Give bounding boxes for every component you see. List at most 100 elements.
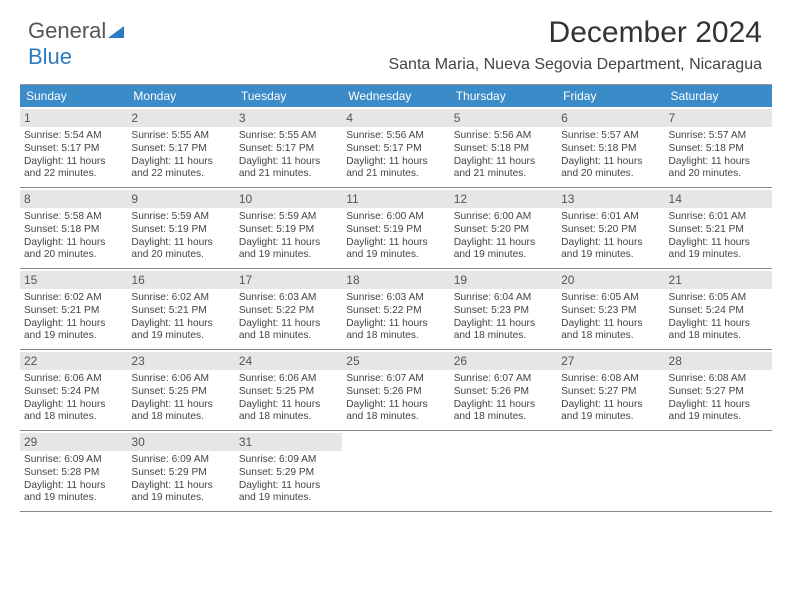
day-info-line: Sunset: 5:18 PM: [561, 143, 660, 156]
day-info-line: Sunrise: 6:03 AM: [346, 292, 445, 305]
calendar-week-row: 22Sunrise: 6:06 AMSunset: 5:24 PMDayligh…: [20, 350, 772, 431]
day-info-line: Sunset: 5:17 PM: [131, 143, 230, 156]
day-info-line: and 18 minutes.: [561, 330, 660, 343]
day-info-line: Sunset: 5:21 PM: [24, 305, 123, 318]
date-number: 29: [20, 433, 127, 451]
day-info-line: Sunrise: 5:56 AM: [454, 130, 553, 143]
calendar-day-cell: 30 Sunrise: 6:09 AMSunset: 5:29 PMDayligh…: [127, 431, 234, 511]
day-info-line: and 18 minutes.: [669, 330, 768, 343]
date-number: 1: [20, 109, 127, 127]
day-info-line: Sunrise: 6:09 AM: [131, 454, 230, 467]
date-number: 6: [557, 109, 664, 127]
day-info-line: Sunrise: 6:07 AM: [346, 373, 445, 386]
date-number: 23: [127, 352, 234, 370]
date-number: 16: [127, 271, 234, 289]
calendar-day-cell: 17Sunrise: 6:03 AMSunset: 5:22 PMDayligh…: [235, 269, 342, 349]
day-info-line: Sunset: 5:17 PM: [346, 143, 445, 156]
day-info-line: Sunrise: 6:09 AM: [239, 454, 338, 467]
calendar-day-cell: 23Sunrise: 6:06 AMSunset: 5:25 PMDayligh…: [127, 350, 234, 430]
calendar-day-cell: 16Sunrise: 6:02 AMSunset: 5:21 PMDayligh…: [127, 269, 234, 349]
calendar-day-cell: 18Sunrise: 6:03 AMSunset: 5:22 PMDayligh…: [342, 269, 449, 349]
calendar-header-cell: Friday: [557, 85, 664, 107]
calendar-header-cell: Sunday: [20, 85, 127, 107]
day-info-line: and 22 minutes.: [24, 168, 123, 181]
calendar: SundayMondayTuesdayWednesdayThursdayFrid…: [20, 84, 772, 512]
day-info-line: and 19 minutes.: [561, 249, 660, 262]
day-info-line: Sunset: 5:18 PM: [24, 224, 123, 237]
date-number: 30: [127, 433, 234, 451]
day-info-line: Sunrise: 6:02 AM: [24, 292, 123, 305]
calendar-day-cell: 22Sunrise: 6:06 AMSunset: 5:24 PMDayligh…: [20, 350, 127, 430]
day-info-line: Sunrise: 6:08 AM: [561, 373, 660, 386]
calendar-header-cell: Saturday: [665, 85, 772, 107]
day-info-line: and 19 minutes.: [454, 249, 553, 262]
day-info-line: Daylight: 11 hours: [669, 318, 768, 331]
day-info-line: Sunset: 5:29 PM: [131, 467, 230, 480]
day-info-line: and 18 minutes.: [346, 330, 445, 343]
day-info-line: Daylight: 11 hours: [131, 480, 230, 493]
day-info-line: and 19 minutes.: [669, 411, 768, 424]
day-info-line: Daylight: 11 hours: [239, 156, 338, 169]
date-number: 26: [450, 352, 557, 370]
date-number: 14: [665, 190, 772, 208]
day-info-line: Sunrise: 5:55 AM: [131, 130, 230, 143]
calendar-week-row: 1Sunrise: 5:54 AMSunset: 5:17 PMDaylight…: [20, 107, 772, 188]
day-info-line: Sunrise: 5:59 AM: [131, 211, 230, 224]
date-number: 9: [127, 190, 234, 208]
day-info-line: and 18 minutes.: [346, 411, 445, 424]
day-info-line: and 18 minutes.: [454, 411, 553, 424]
day-info-line: Sunrise: 6:00 AM: [454, 211, 553, 224]
day-info-line: Daylight: 11 hours: [131, 237, 230, 250]
date-number: 17: [235, 271, 342, 289]
calendar-week-row: 8Sunrise: 5:58 AMSunset: 5:18 PMDaylight…: [20, 188, 772, 269]
day-info-line: Sunrise: 6:00 AM: [346, 211, 445, 224]
date-number: 25: [342, 352, 449, 370]
date-number: 27: [557, 352, 664, 370]
date-number: 10: [235, 190, 342, 208]
day-info-line: Daylight: 11 hours: [239, 480, 338, 493]
calendar-day-cell: [342, 431, 449, 511]
day-info-line: Sunset: 5:29 PM: [239, 467, 338, 480]
day-info-line: Daylight: 11 hours: [454, 237, 553, 250]
day-info-line: and 18 minutes.: [131, 411, 230, 424]
date-number: 24: [235, 352, 342, 370]
calendar-day-cell: 15Sunrise: 6:02 AMSunset: 5:21 PMDayligh…: [20, 269, 127, 349]
day-info-line: and 18 minutes.: [454, 330, 553, 343]
day-info-line: Sunrise: 6:06 AM: [131, 373, 230, 386]
day-info-line: Sunset: 5:21 PM: [131, 305, 230, 318]
date-number: 2: [127, 109, 234, 127]
calendar-day-cell: 27Sunrise: 6:08 AMSunset: 5:27 PMDayligh…: [557, 350, 664, 430]
day-info-line: Sunset: 5:19 PM: [346, 224, 445, 237]
date-number: 28: [665, 352, 772, 370]
day-info-line: Sunset: 5:20 PM: [454, 224, 553, 237]
day-info-line: Sunrise: 5:58 AM: [24, 211, 123, 224]
calendar-day-cell: 28Sunrise: 6:08 AMSunset: 5:27 PMDayligh…: [665, 350, 772, 430]
day-info-line: and 19 minutes.: [239, 492, 338, 505]
day-info-line: and 22 minutes.: [131, 168, 230, 181]
day-info-line: and 19 minutes.: [131, 330, 230, 343]
day-info-line: Sunset: 5:27 PM: [561, 386, 660, 399]
date-number: 18: [342, 271, 449, 289]
day-info-line: Sunrise: 5:56 AM: [346, 130, 445, 143]
day-info-line: and 19 minutes.: [131, 492, 230, 505]
date-number: 13: [557, 190, 664, 208]
day-info-line: Daylight: 11 hours: [24, 156, 123, 169]
day-info-line: and 20 minutes.: [561, 168, 660, 181]
calendar-header-cell: Wednesday: [342, 85, 449, 107]
day-info-line: and 21 minutes.: [346, 168, 445, 181]
day-info-line: Sunset: 5:25 PM: [239, 386, 338, 399]
calendar-header-cell: Monday: [127, 85, 234, 107]
logo-text1: General: [28, 18, 106, 43]
date-number: 31: [235, 433, 342, 451]
day-info-line: Sunrise: 6:01 AM: [669, 211, 768, 224]
day-info-line: and 19 minutes.: [24, 330, 123, 343]
day-info-line: Daylight: 11 hours: [131, 399, 230, 412]
day-info-line: Sunset: 5:24 PM: [24, 386, 123, 399]
day-info-line: Daylight: 11 hours: [24, 399, 123, 412]
date-number: 11: [342, 190, 449, 208]
day-info-line: Sunrise: 5:57 AM: [669, 130, 768, 143]
calendar-day-cell: 5Sunrise: 5:56 AMSunset: 5:18 PMDaylight…: [450, 107, 557, 187]
day-info-line: Daylight: 11 hours: [24, 480, 123, 493]
day-info-line: Daylight: 11 hours: [561, 318, 660, 331]
calendar-day-cell: 13Sunrise: 6:01 AMSunset: 5:20 PMDayligh…: [557, 188, 664, 268]
